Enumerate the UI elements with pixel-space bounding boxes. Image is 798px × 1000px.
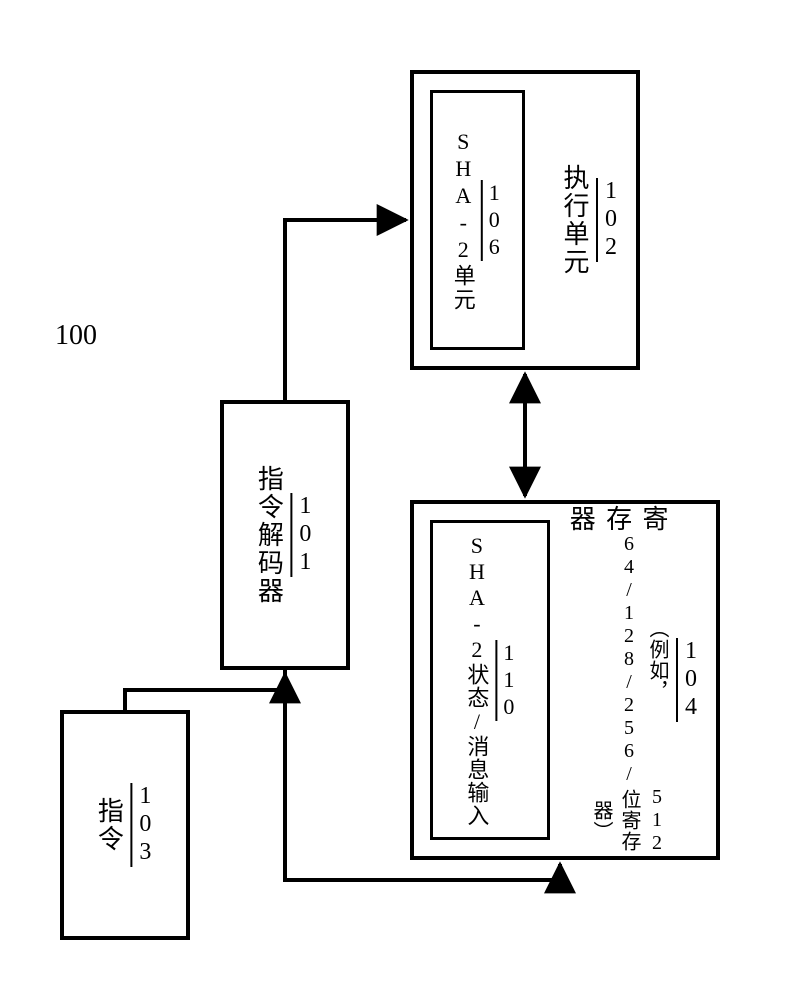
registers-line3: 512位寄存器） <box>562 786 671 855</box>
sha2-state-line1: SHA-2 <box>459 533 492 663</box>
exec-unit-label: 执行单元 <box>557 164 591 276</box>
instruction-block: 指令 103 <box>60 710 190 940</box>
instruction-label: 指令 <box>92 797 126 853</box>
instruction-ref: 103 <box>131 783 158 867</box>
arrow-decoder-to-exec <box>285 220 406 400</box>
sha2-unit-ref: 106 <box>481 180 507 261</box>
registers-line2: （例如，64/128/256/ <box>564 533 671 786</box>
sha2-state-ref: 110 <box>495 640 521 721</box>
diagram-stage: 100 指令 103 指令解码器 101 SHA-2单元 106 执行单元 10… <box>0 0 798 1000</box>
exec-unit-ref: 102 <box>597 178 624 262</box>
figure-reference: 100 <box>55 320 97 352</box>
exec-unit-label-wrap: 执行单元 102 <box>557 94 624 346</box>
sha2-state-text: SHA-2 状态/消息输入 <box>459 533 492 827</box>
sha2-unit-label: SHA-2单元 <box>448 129 477 312</box>
sha2-state-block: SHA-2 状态/消息输入 110 <box>430 520 550 840</box>
sha2-unit-block: SHA-2单元 106 <box>430 90 525 350</box>
exec-unit-block: SHA-2单元 106 执行单元 102 <box>410 70 640 370</box>
decoder-label: 指令解码器 <box>252 465 286 605</box>
decoder-block: 指令解码器 101 <box>220 400 350 670</box>
registers-line1: 寄存器 <box>562 505 671 533</box>
registers-ref: 104 <box>677 638 704 722</box>
decoder-ref: 101 <box>291 493 318 577</box>
arrow-instruction-to-decoder <box>125 674 285 710</box>
registers-text: 寄存器 （例如，64/128/256/ 512位寄存器） <box>562 505 671 855</box>
registers-block: SHA-2 状态/消息输入 110 寄存器 （例如，64/128/256/ 51… <box>410 500 720 860</box>
registers-label-wrap: 寄存器 （例如，64/128/256/ 512位寄存器） 104 <box>562 520 704 840</box>
sha2-state-line2: 状态/消息输入 <box>461 663 492 827</box>
